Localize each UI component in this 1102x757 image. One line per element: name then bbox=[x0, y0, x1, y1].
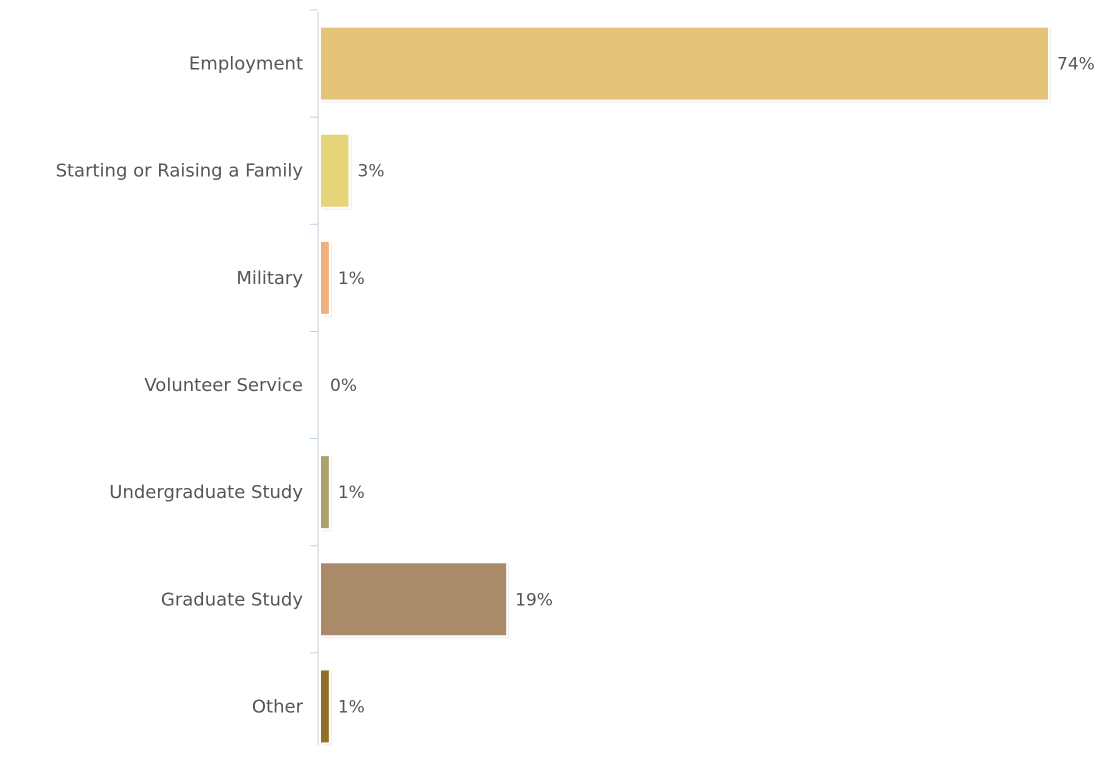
bar-military[interactable] bbox=[319, 239, 331, 316]
value-label-graduate-study: 19% bbox=[515, 590, 553, 610]
value-label-employment: 74% bbox=[1057, 55, 1095, 75]
category-label-volunteer-service: Volunteer Service bbox=[144, 375, 303, 396]
axis-layer bbox=[310, 9, 319, 745]
bar-starting-or-raising-a-family[interactable] bbox=[319, 132, 351, 209]
category-label-military: Military bbox=[236, 268, 303, 289]
value-label-starting-or-raising-a-family: 3% bbox=[358, 162, 385, 182]
category-label-other: Other bbox=[252, 696, 304, 717]
bar-graduate-study[interactable] bbox=[319, 561, 509, 638]
category-label-undergraduate-study: Undergraduate Study bbox=[109, 482, 303, 503]
value-label-military: 1% bbox=[338, 269, 365, 289]
category-label-starting-or-raising-a-family: Starting or Raising a Family bbox=[56, 161, 304, 182]
value-label-undergraduate-study: 1% bbox=[338, 483, 365, 503]
bar-undergraduate-study[interactable] bbox=[319, 454, 331, 531]
bars-layer bbox=[319, 25, 1051, 746]
bar-other[interactable] bbox=[319, 668, 331, 745]
category-label-graduate-study: Graduate Study bbox=[161, 589, 303, 610]
value-label-volunteer-service: 0% bbox=[330, 376, 357, 396]
value-label-other: 1% bbox=[338, 697, 365, 717]
category-label-employment: Employment bbox=[189, 54, 303, 75]
bar-employment[interactable] bbox=[319, 25, 1050, 102]
labels-layer: Employment 74% Starting or Raising a Famil… bbox=[56, 54, 1095, 718]
